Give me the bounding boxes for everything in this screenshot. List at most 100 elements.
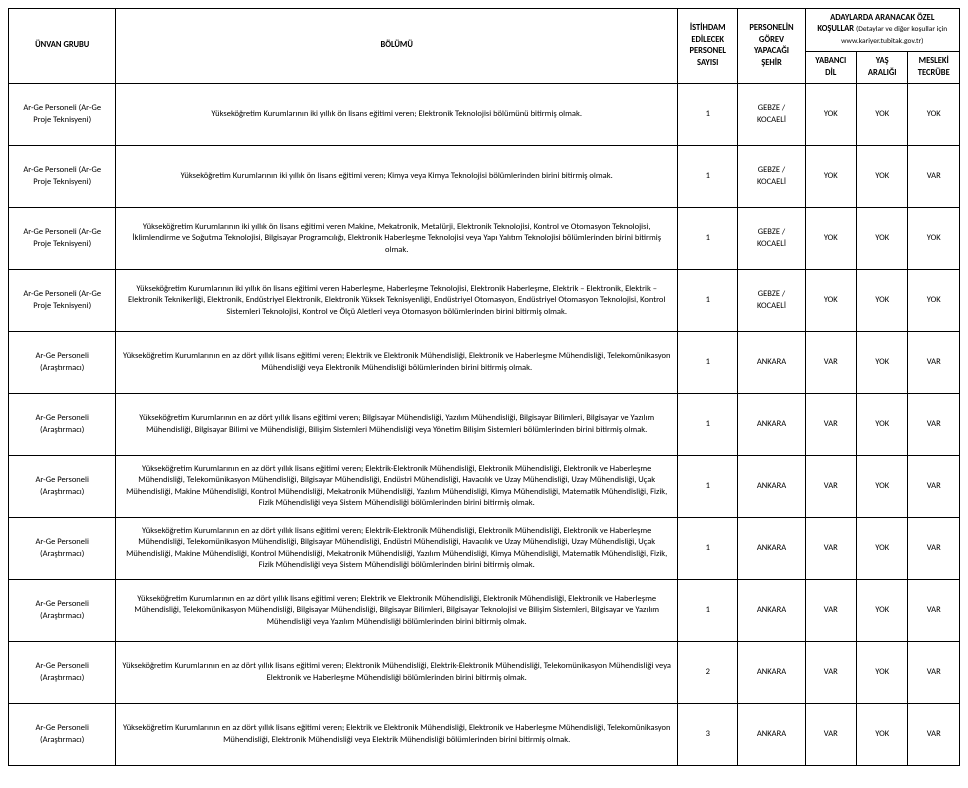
cell-dil: VAR (805, 456, 856, 518)
cell-bolumu: Yükseköğretim Kurumlarının en az dört yı… (116, 642, 678, 704)
cell-tecr: VAR (908, 146, 960, 208)
cell-unvan: Ar-Ge Personeli (Ar-Ge Proje Teknisyeni) (9, 146, 116, 208)
cell-yas: YOK (857, 456, 908, 518)
cell-unvan: Ar-Ge Personeli (Araştırmacı) (9, 332, 116, 394)
cell-yas: YOK (857, 208, 908, 270)
cell-sehir: ANKARA (738, 394, 805, 456)
cell-sayisi: 1 (678, 394, 738, 456)
cell-bolumu: Yükseköğretim Kurumlarının en az dört yı… (116, 456, 678, 518)
cell-bolumu: Yükseköğretim Kurumlarının iki yıllık ön… (116, 146, 678, 208)
header-sehir: PERSONELİN GÖREV YAPACAĞI ŞEHİR (738, 9, 805, 84)
table-row: Ar-Ge Personeli (Araştırmacı)Yükseköğret… (9, 642, 960, 704)
table-row: Ar-Ge Personeli (Araştırmacı)Yükseköğret… (9, 704, 960, 766)
header-yabanci-dil: YABANCI DİL (805, 52, 856, 84)
header-ozel-kosullar: ADAYLARDA ARANACAK ÖZEL KOŞULLAR (Detayl… (805, 9, 959, 52)
table-row: Ar-Ge Personeli (Ar-Ge Proje Teknisyeni)… (9, 270, 960, 332)
cell-sehir: GEBZE / KOCAELİ (738, 84, 805, 146)
cell-bolumu: Yükseköğretim Kurumlarının en az dört yı… (116, 332, 678, 394)
cell-tecr: VAR (908, 642, 960, 704)
table-header: ÜNVAN GRUBU BÖLÜMÜ İSTİHDAM EDİLECEK PER… (9, 9, 960, 84)
cell-yas: YOK (857, 580, 908, 642)
cell-sayisi: 3 (678, 704, 738, 766)
cell-yas: YOK (857, 642, 908, 704)
cell-dil: YOK (805, 270, 856, 332)
header-unvan-grubu: ÜNVAN GRUBU (9, 9, 116, 84)
table-row: Ar-Ge Personeli (Araştırmacı)Yükseköğret… (9, 456, 960, 518)
cell-bolumu: Yükseköğretim Kurumlarının en az dört yı… (116, 394, 678, 456)
cell-sehir: ANKARA (738, 580, 805, 642)
table-row: Ar-Ge Personeli (Ar-Ge Proje Teknisyeni)… (9, 146, 960, 208)
cell-sayisi: 1 (678, 270, 738, 332)
cell-yas: YOK (857, 704, 908, 766)
cell-unvan: Ar-Ge Personeli (Araştırmacı) (9, 456, 116, 518)
table-row: Ar-Ge Personeli (Araştırmacı)Yükseköğret… (9, 394, 960, 456)
table-row: Ar-Ge Personeli (Araştırmacı)Yükseköğret… (9, 332, 960, 394)
cell-tecr: VAR (908, 518, 960, 580)
cell-sehir: GEBZE / KOCAELİ (738, 146, 805, 208)
table-row: Ar-Ge Personeli (Ar-Ge Proje Teknisyeni)… (9, 208, 960, 270)
cell-sehir: ANKARA (738, 518, 805, 580)
header-istihdam: İSTİHDAM EDİLECEK PERSONEL SAYISI (678, 9, 738, 84)
cell-sayisi: 2 (678, 642, 738, 704)
table-row: Ar-Ge Personeli (Araştırmacı)Yükseköğret… (9, 518, 960, 580)
table-body: Ar-Ge Personeli (Ar-Ge Proje Teknisyeni)… (9, 84, 960, 766)
cell-tecr: VAR (908, 332, 960, 394)
cell-yas: YOK (857, 270, 908, 332)
cell-yas: YOK (857, 146, 908, 208)
header-yas-araligi: YAŞ ARALIĞI (857, 52, 908, 84)
cell-bolumu: Yükseköğretim Kurumlarının iki yıllık ön… (116, 208, 678, 270)
cell-dil: VAR (805, 580, 856, 642)
cell-sayisi: 1 (678, 208, 738, 270)
cell-dil: VAR (805, 332, 856, 394)
cell-sayisi: 1 (678, 456, 738, 518)
cell-tecr: YOK (908, 208, 960, 270)
table-row: Ar-Ge Personeli (Ar-Ge Proje Teknisyeni)… (9, 84, 960, 146)
cell-yas: YOK (857, 84, 908, 146)
cell-sayisi: 1 (678, 332, 738, 394)
cell-dil: VAR (805, 394, 856, 456)
cell-tecr: VAR (908, 394, 960, 456)
table-row: Ar-Ge Personeli (Araştırmacı)Yükseköğret… (9, 580, 960, 642)
header-mesleki-tecrube: MESLEKİ TECRÜBE (908, 52, 960, 84)
cell-dil: YOK (805, 208, 856, 270)
cell-dil: YOK (805, 146, 856, 208)
cell-bolumu: Yükseköğretim Kurumlarının en az dört yı… (116, 704, 678, 766)
cell-dil: VAR (805, 642, 856, 704)
cell-sayisi: 1 (678, 518, 738, 580)
cell-sehir: ANKARA (738, 456, 805, 518)
cell-tecr: YOK (908, 270, 960, 332)
cell-tecr: VAR (908, 456, 960, 518)
cell-sehir: ANKARA (738, 332, 805, 394)
cell-unvan: Ar-Ge Personeli (Ar-Ge Proje Teknisyeni) (9, 208, 116, 270)
cell-unvan: Ar-Ge Personeli (Ar-Ge Proje Teknisyeni) (9, 270, 116, 332)
header-ozel-sub: (Detaylar ve diğer koşullar için www.kar… (841, 25, 947, 45)
cell-unvan: Ar-Ge Personeli (Ar-Ge Proje Teknisyeni) (9, 84, 116, 146)
cell-yas: YOK (857, 518, 908, 580)
personnel-table: ÜNVAN GRUBU BÖLÜMÜ İSTİHDAM EDİLECEK PER… (8, 8, 960, 766)
cell-dil: VAR (805, 518, 856, 580)
cell-tecr: VAR (908, 704, 960, 766)
cell-bolumu: Yükseköğretim Kurumlarının en az dört yı… (116, 580, 678, 642)
cell-yas: YOK (857, 394, 908, 456)
cell-bolumu: Yükseköğretim Kurumlarının iki yıllık ön… (116, 84, 678, 146)
cell-tecr: VAR (908, 580, 960, 642)
cell-yas: YOK (857, 332, 908, 394)
cell-sayisi: 1 (678, 580, 738, 642)
cell-sehir: GEBZE / KOCAELİ (738, 208, 805, 270)
cell-unvan: Ar-Ge Personeli (Araştırmacı) (9, 518, 116, 580)
cell-sehir: ANKARA (738, 704, 805, 766)
cell-tecr: YOK (908, 84, 960, 146)
cell-sayisi: 1 (678, 84, 738, 146)
header-bolumu: BÖLÜMÜ (116, 9, 678, 84)
cell-bolumu: Yükseköğretim Kurumlarının en az dört yı… (116, 518, 678, 580)
cell-unvan: Ar-Ge Personeli (Araştırmacı) (9, 394, 116, 456)
cell-dil: YOK (805, 84, 856, 146)
cell-sehir: GEBZE / KOCAELİ (738, 270, 805, 332)
cell-unvan: Ar-Ge Personeli (Araştırmacı) (9, 580, 116, 642)
cell-unvan: Ar-Ge Personeli (Araştırmacı) (9, 642, 116, 704)
cell-bolumu: Yükseköğretim Kurumlarının iki yıllık ön… (116, 270, 678, 332)
cell-dil: VAR (805, 704, 856, 766)
cell-sayisi: 1 (678, 146, 738, 208)
cell-sehir: ANKARA (738, 642, 805, 704)
cell-unvan: Ar-Ge Personeli (Araştırmacı) (9, 704, 116, 766)
